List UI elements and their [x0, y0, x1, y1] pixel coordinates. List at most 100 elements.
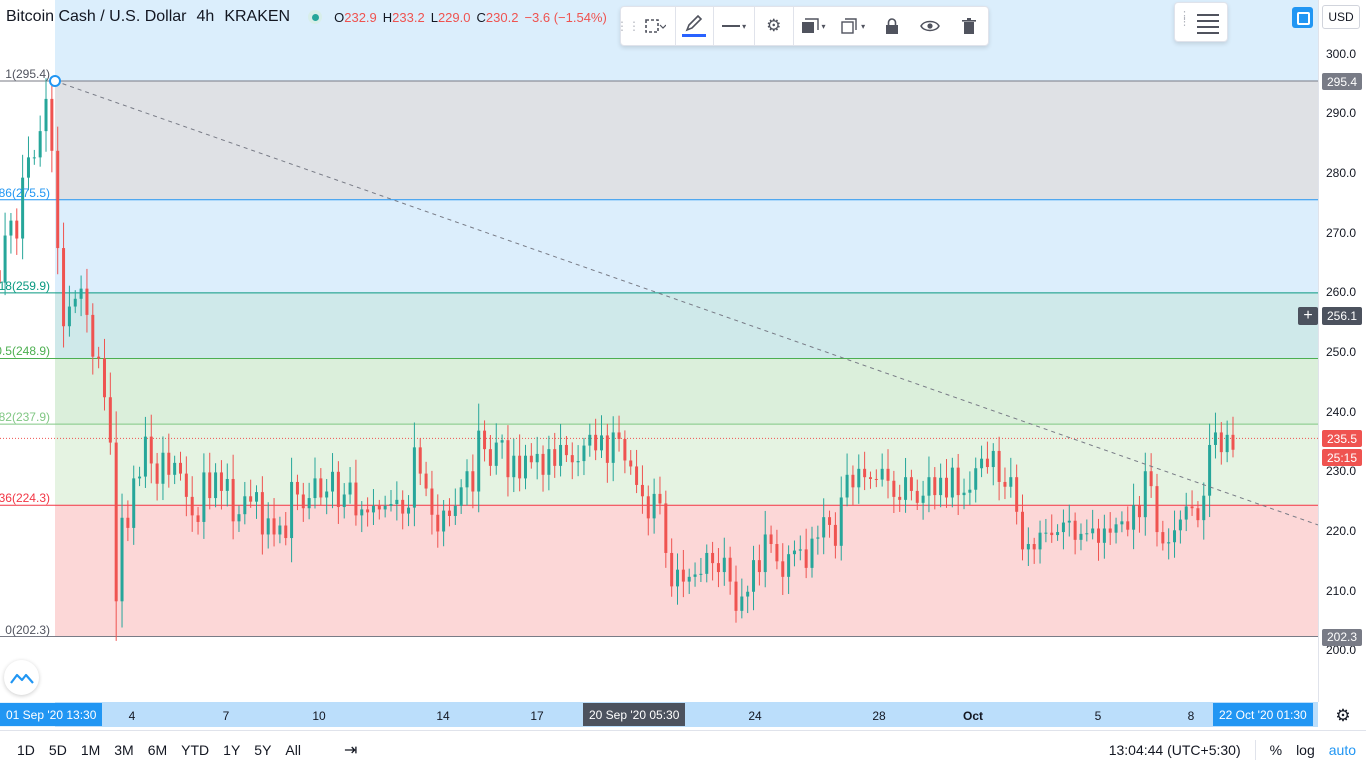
open-key: O — [334, 9, 345, 25]
candle-up — [763, 534, 767, 573]
trash-icon[interactable] — [950, 7, 988, 45]
time-axis-end-label: 22 Oct '20 01:30 — [1213, 703, 1313, 726]
candle-down — [1196, 508, 1200, 521]
line-style-template-icon[interactable] — [635, 7, 675, 45]
last-price-label: 235.5 — [1322, 430, 1362, 448]
price-axis-tick: 260.0 — [1326, 285, 1357, 300]
range-button-3m[interactable]: 3M — [114, 741, 134, 758]
goto-date-icon[interactable]: ⇥ — [343, 741, 358, 759]
candle-up — [243, 496, 247, 515]
range-button-5d[interactable]: 5D — [48, 741, 67, 758]
time-axis-tick: 8 — [1187, 709, 1195, 723]
price-axis-tick: 230.0 — [1326, 464, 1357, 479]
brush-color-icon[interactable] — [676, 7, 714, 45]
bottom-toolbar: 1D 5D 1M 3M 6M YTD 1Y 5Y All ⇥ 13:04:44 (UTC+5:3… — [0, 730, 1366, 768]
candle-up — [962, 492, 966, 496]
candle-down — [319, 478, 323, 498]
candle-up — [687, 576, 691, 582]
fib-level-label: 0.382(237.9) — [0, 410, 50, 425]
candle-up — [342, 494, 346, 508]
candle-up — [1114, 524, 1118, 533]
candle-up — [500, 440, 504, 443]
candle-up — [132, 478, 136, 528]
candle-up — [255, 492, 259, 502]
visibility-eye-icon[interactable] — [911, 7, 951, 45]
interval-label[interactable]: 4h — [196, 8, 215, 25]
candle-up — [73, 298, 77, 307]
candle-up — [1009, 477, 1013, 487]
chart-settings-gear-icon[interactable]: ⚙ — [1335, 706, 1351, 725]
background-fill-icon[interactable]: ▾ — [794, 7, 834, 45]
time-axis-tick: 7 — [222, 709, 230, 723]
candle-down — [898, 496, 902, 500]
candle-up — [465, 471, 469, 488]
candle-up — [120, 517, 124, 602]
percent-scale-toggle[interactable]: % — [1269, 742, 1283, 758]
candle-up — [1067, 520, 1071, 523]
candle-down — [868, 477, 872, 479]
candle-up — [857, 468, 861, 488]
symbol-legend[interactable]: Bitcoin Cash / U.S. Dollar 4h KRAKEN O23… — [6, 6, 607, 28]
candle-down — [670, 552, 674, 587]
candle-up — [173, 462, 177, 475]
candle-up — [1102, 528, 1106, 543]
fullscreen-icon[interactable] — [1292, 7, 1313, 28]
candle-up — [1184, 506, 1188, 520]
range-button-5y[interactable]: 5Y — [254, 741, 272, 758]
candle-down — [933, 477, 937, 496]
copy-clone-icon[interactable]: ▾ — [833, 7, 873, 45]
object-tree-menu-button[interactable]: ⋮ ⋮ — [1174, 2, 1228, 42]
symbol-name[interactable]: Bitcoin Cash / U.S. Dollar — [6, 8, 187, 25]
candle-up — [535, 453, 539, 463]
candle-down — [483, 430, 487, 450]
candle-down — [909, 477, 913, 491]
candle-up — [693, 574, 697, 577]
grip-icon[interactable]: ⋮⋮ — [616, 19, 640, 33]
range-button-ytd[interactable]: YTD — [181, 741, 210, 758]
candle-up — [798, 549, 802, 551]
range-button-1m[interactable]: 1M — [80, 741, 101, 758]
lock-icon[interactable] — [873, 7, 911, 45]
candle-down — [56, 150, 60, 249]
candle-down — [1149, 471, 1153, 487]
candle-down — [424, 473, 428, 489]
candle-down — [664, 503, 668, 553]
time-axis-crosshair-label: 20 Sep '20 05:30 — [583, 703, 686, 726]
tradingview-logo-icon[interactable] — [4, 660, 39, 695]
candle-down — [62, 248, 66, 327]
log-scale-toggle[interactable]: log — [1296, 742, 1315, 758]
candle-up — [1178, 519, 1182, 531]
candle-down — [506, 440, 510, 478]
candle-down — [401, 499, 405, 514]
candle-up — [1213, 432, 1217, 445]
candle-down — [231, 478, 235, 522]
price-axis-tick: 280.0 — [1326, 165, 1357, 180]
auto-scale-toggle[interactable]: auto — [1328, 742, 1356, 758]
chart-pane[interactable] — [0, 0, 1318, 702]
candle-up — [787, 554, 791, 577]
candle-up — [1056, 532, 1060, 536]
candle-up — [32, 157, 36, 159]
fib-level-label: 0.618(259.9) — [0, 278, 50, 293]
candle-down — [711, 552, 715, 564]
range-button-all[interactable]: All — [285, 741, 301, 758]
candle-up — [950, 467, 954, 498]
line-width-icon[interactable]: ▾ — [714, 7, 754, 45]
candle-up — [331, 471, 335, 492]
price-axis-tick: 200.0 — [1326, 643, 1357, 658]
candle-up — [1085, 533, 1089, 535]
price-axis-tick: 300.0 — [1326, 46, 1357, 61]
range-button-6m[interactable]: 6M — [147, 741, 168, 758]
range-button-1d[interactable]: 1D — [17, 741, 35, 758]
candle-up — [21, 177, 25, 239]
range-button-1y[interactable]: 1Y — [223, 741, 241, 758]
candle-up — [412, 447, 416, 508]
time-axis-tick: 5 — [1094, 709, 1102, 723]
add-horizontal-line-plus-icon[interactable]: + — [1298, 307, 1318, 325]
currency-button[interactable]: USD — [1322, 5, 1360, 29]
bar-countdown-label: 25:15 — [1322, 449, 1362, 467]
candle-up — [225, 478, 229, 491]
settings-icon[interactable]: ⚙ — [766, 16, 782, 35]
candle-up — [845, 474, 849, 498]
timezone-clock[interactable]: 13:04:44 (UTC+5:30) — [1108, 742, 1241, 758]
